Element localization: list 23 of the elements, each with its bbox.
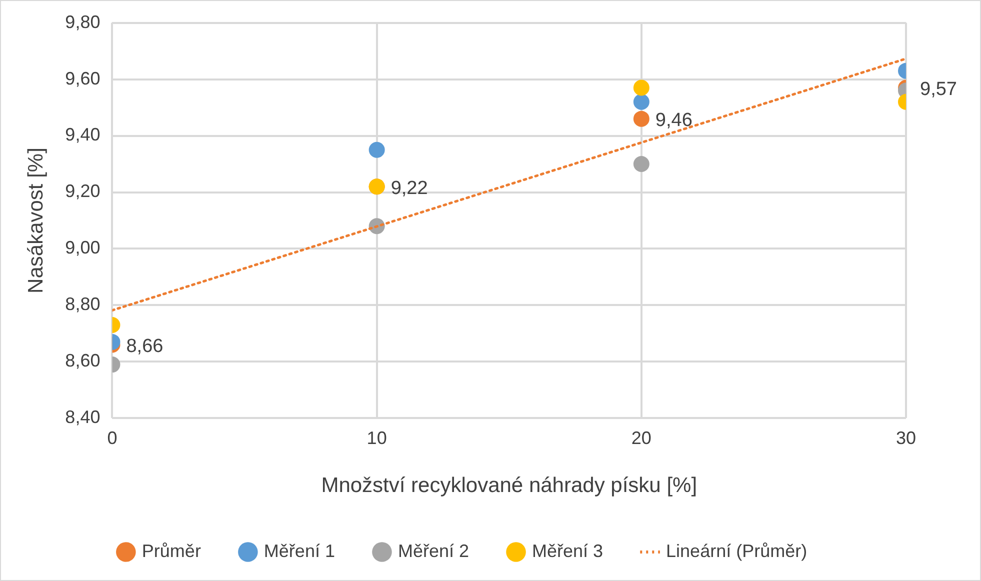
data-label: 9,46 xyxy=(655,110,692,132)
x-tick-label: 10 xyxy=(366,428,387,448)
legend-label: Průměr xyxy=(142,540,201,561)
legend-label: Měření 1 xyxy=(264,540,335,561)
y-axis-title: Nasákavost [%] xyxy=(24,148,48,294)
y-tick-label: 9,00 xyxy=(65,238,100,258)
y-tick-label: 8,40 xyxy=(65,407,100,428)
legend-label: Měření 2 xyxy=(398,540,470,561)
y-tick-label: 9,60 xyxy=(65,68,100,88)
x-tick-label: 30 xyxy=(896,428,916,448)
y-tick-label: 8,80 xyxy=(65,294,100,314)
x-axis-title: Množství recyklované náhrady písku [%] xyxy=(321,474,698,498)
x-tick-label: 0 xyxy=(107,428,118,448)
y-tick-label: 8,60 xyxy=(65,350,100,371)
y-tick-label: 9,80 xyxy=(65,12,100,32)
y-tick-label: 9,20 xyxy=(65,181,100,202)
data-label: 8,66 xyxy=(126,336,164,358)
y-tick-label: 9,40 xyxy=(65,124,100,145)
data-label: 9,22 xyxy=(390,178,428,199)
data-label: 9,57 xyxy=(920,78,957,100)
legend-label: Měření 3 xyxy=(532,540,604,561)
legend-label: Lineární (Průměr) xyxy=(666,540,808,561)
x-tick-label: 20 xyxy=(631,428,652,448)
